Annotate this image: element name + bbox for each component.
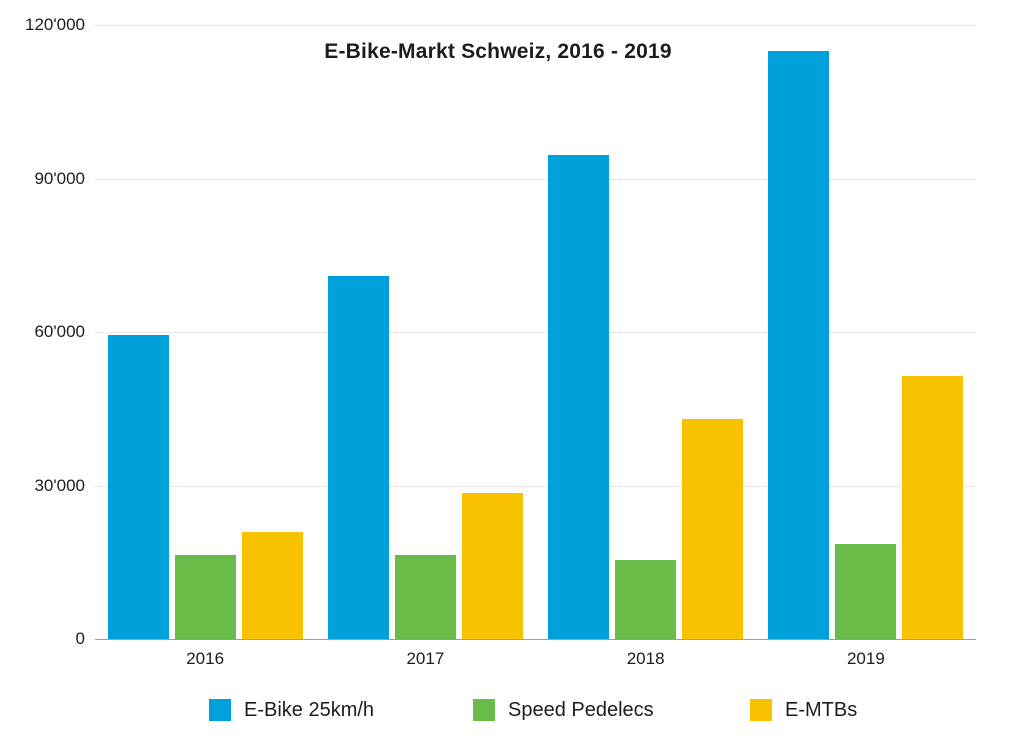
gridline (95, 25, 976, 26)
bar-speed-pedelecs-2018 (615, 559, 677, 639)
legend-item-e-bike-25kmh: E-Bike 25km/h (209, 698, 374, 722)
legend-label-e-bike-25kmh: E-Bike 25km/h (244, 698, 375, 721)
x-axis-tick-label-2016: 2016 (186, 649, 225, 668)
bar-e-mtbs-2019 (902, 375, 964, 639)
y-axis-tick-label: 0 (75, 629, 85, 648)
bar-group-2018 (548, 155, 744, 639)
legend-swatch-e-bike-25kmh (209, 699, 231, 721)
bar-e-mtbs-2018 (682, 418, 744, 639)
bar-speed-pedelecs-2016 (174, 554, 236, 639)
legend-swatch-speed-pedelecs (473, 699, 495, 721)
y-axis-tick-label: 90'000 (34, 168, 85, 188)
y-axis-tick-label: 30'000 (34, 475, 85, 495)
bar-group-2016 (107, 334, 303, 639)
legend-swatch-e-mtbs (750, 699, 772, 721)
plot-area (95, 25, 976, 640)
bar-e-bike-25km-h-2019 (768, 50, 830, 639)
x-axis-line (95, 639, 976, 640)
bar-group-2019 (768, 50, 964, 639)
legend-label-e-mtbs: E-MTBs (785, 698, 858, 721)
legend-label-speed-pedelecs: Speed Pedelecs (508, 698, 654, 721)
bar-e-mtbs-2017 (461, 493, 523, 639)
legend-item-speed-pedelecs: Speed Pedelecs (473, 698, 654, 722)
bar-speed-pedelecs-2017 (394, 554, 456, 639)
x-axis-tick-label-2018: 2018 (626, 649, 665, 668)
bar-e-bike-25km-h-2018 (548, 155, 610, 639)
y-axis-tick-label: 120'000 (25, 15, 85, 34)
bar-speed-pedelecs-2019 (835, 544, 897, 639)
bar-group-2017 (327, 275, 523, 639)
bar-e-bike-25km-h-2016 (107, 334, 169, 639)
bar-e-bike-25km-h-2017 (327, 275, 389, 639)
x-axis-tick-label-2017: 2017 (406, 649, 445, 668)
chart-title: E-Bike-Markt Schweiz, 2016 - 2019 (324, 40, 672, 63)
x-axis-tick-label-2019: 2019 (846, 649, 885, 668)
gridline (95, 332, 976, 333)
y-axis-tick-label: 60'000 (34, 322, 85, 341)
gridline (95, 485, 976, 487)
legend-item-e-mtbs: E-MTBs (750, 698, 857, 722)
gridline (95, 178, 976, 180)
bar-e-mtbs-2016 (241, 531, 303, 639)
